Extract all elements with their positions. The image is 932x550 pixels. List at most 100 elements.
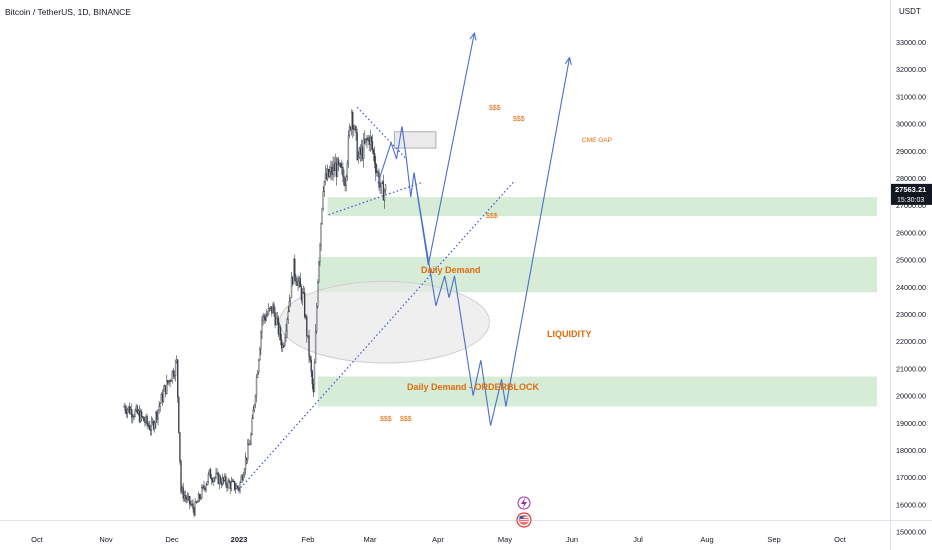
candle bbox=[367, 135, 369, 142]
candle bbox=[267, 303, 270, 316]
candle bbox=[220, 477, 223, 489]
candle bbox=[293, 258, 295, 285]
candle bbox=[301, 287, 304, 306]
candle bbox=[151, 417, 154, 426]
y-tick-label: 30000.00 bbox=[896, 120, 926, 129]
candle bbox=[236, 482, 238, 489]
candle bbox=[145, 414, 147, 426]
candle bbox=[249, 439, 251, 446]
event-icons[interactable] bbox=[516, 496, 532, 528]
candle bbox=[124, 403, 126, 414]
candle bbox=[143, 416, 145, 422]
candle bbox=[381, 180, 383, 185]
candle bbox=[126, 407, 129, 419]
y-tick-label: 28000.00 bbox=[896, 174, 926, 183]
candle bbox=[247, 439, 249, 464]
candle bbox=[376, 164, 378, 177]
candle bbox=[133, 413, 135, 421]
candle bbox=[161, 389, 164, 407]
x-tick-label: May bbox=[498, 535, 512, 544]
candle bbox=[343, 169, 345, 187]
candle bbox=[125, 405, 127, 418]
candle bbox=[142, 415, 144, 419]
candle bbox=[275, 312, 277, 326]
candle bbox=[371, 134, 374, 155]
candle bbox=[319, 242, 321, 267]
y-tick-label: 24000.00 bbox=[896, 283, 926, 292]
candle bbox=[366, 135, 368, 149]
candle bbox=[235, 483, 237, 494]
candle bbox=[297, 275, 299, 292]
candle bbox=[223, 476, 225, 485]
candle bbox=[358, 146, 360, 160]
y-tick-label: 20000.00 bbox=[896, 392, 926, 401]
candle bbox=[357, 151, 359, 164]
candle bbox=[266, 310, 269, 318]
candle bbox=[334, 153, 336, 171]
candle bbox=[170, 379, 172, 382]
candle bbox=[328, 168, 330, 178]
candle bbox=[310, 356, 312, 377]
candle bbox=[178, 396, 180, 434]
y-tick-label: 26000.00 bbox=[896, 228, 926, 237]
y-tick-label: 32000.00 bbox=[896, 65, 926, 74]
candle bbox=[201, 484, 203, 500]
currency-label: USDT bbox=[899, 7, 921, 16]
candle bbox=[185, 494, 188, 504]
candle bbox=[132, 413, 134, 424]
y-tick-label: 27000.00 bbox=[896, 201, 926, 210]
candle bbox=[167, 380, 169, 385]
candle bbox=[248, 438, 250, 446]
candle bbox=[359, 144, 362, 162]
candle bbox=[364, 130, 366, 144]
candle bbox=[123, 402, 125, 408]
long-trendline bbox=[237, 180, 516, 492]
annotation-labels: Daily Demand Daily Demand - ORDERBLOCK LIQ… bbox=[380, 105, 612, 423]
candle bbox=[240, 474, 242, 484]
candle bbox=[227, 477, 229, 491]
candle bbox=[254, 394, 257, 409]
lightning-event-icon[interactable] bbox=[517, 496, 531, 510]
x-tick-label: Jun bbox=[566, 535, 578, 544]
candle bbox=[210, 474, 213, 485]
y-tick-label: 15000.00 bbox=[896, 528, 926, 537]
candle bbox=[332, 156, 334, 182]
candle bbox=[262, 312, 264, 326]
y-tick-label: 18000.00 bbox=[896, 446, 926, 455]
y-tick-label: 29000.00 bbox=[896, 147, 926, 156]
candle bbox=[313, 358, 316, 393]
candle bbox=[130, 406, 132, 415]
candle bbox=[370, 135, 373, 151]
candle bbox=[190, 500, 192, 507]
candle bbox=[229, 480, 231, 494]
candle bbox=[127, 406, 130, 413]
candle bbox=[264, 313, 266, 324]
y-tick-label: 19000.00 bbox=[896, 419, 926, 428]
candle bbox=[346, 160, 348, 181]
candle bbox=[192, 499, 194, 513]
candle bbox=[338, 162, 341, 167]
candle bbox=[347, 130, 350, 169]
x-tick-label: Nov bbox=[99, 535, 113, 544]
us-flag-event-icon[interactable] bbox=[516, 512, 532, 528]
candle bbox=[159, 402, 161, 412]
candle bbox=[231, 478, 234, 483]
candle bbox=[276, 312, 278, 325]
candle bbox=[352, 109, 354, 139]
candle bbox=[207, 471, 210, 485]
candle bbox=[165, 385, 167, 398]
candle bbox=[302, 285, 305, 295]
candle bbox=[375, 155, 377, 182]
candle bbox=[196, 500, 199, 503]
y-tick-label: 23000.00 bbox=[896, 310, 926, 319]
current-price-tag: 27563.21 15:30:03 bbox=[891, 183, 932, 205]
candle bbox=[312, 378, 315, 397]
candle bbox=[372, 148, 375, 162]
demand-zone-1 bbox=[327, 197, 877, 217]
candle bbox=[149, 424, 152, 436]
candle bbox=[325, 167, 328, 181]
candle bbox=[213, 477, 215, 486]
bar-countdown: 15:30:03 bbox=[897, 197, 924, 204]
candle bbox=[147, 421, 149, 428]
